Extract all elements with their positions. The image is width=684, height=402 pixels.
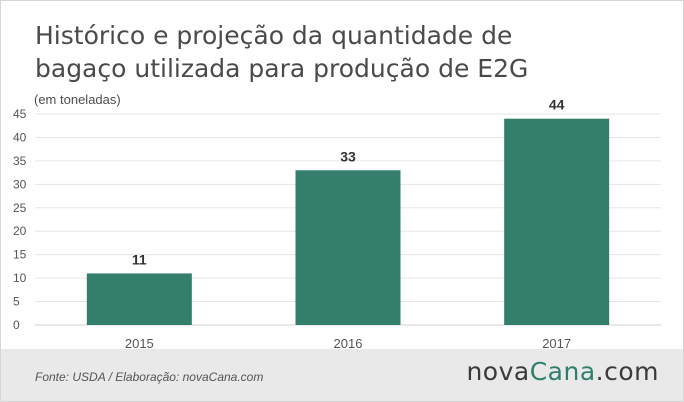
x-tick-label: 2015 xyxy=(125,336,154,349)
bar xyxy=(86,273,192,325)
y-tick-label: 10 xyxy=(13,271,27,285)
y-tick-label: 30 xyxy=(13,177,27,191)
chart-title: Histórico e projeção da quantidade de ba… xyxy=(35,19,655,85)
y-tick-label: 45 xyxy=(13,107,27,121)
y-tick-label: 5 xyxy=(13,295,20,309)
chart-subtitle: (em toneladas) xyxy=(34,92,121,107)
chart-title-line-2: bagaço utilizada para produção de E2G xyxy=(35,54,529,83)
chart-title-line-1: Histórico e projeção da quantidade de xyxy=(35,21,513,50)
y-tick-label: 0 xyxy=(13,318,20,332)
footer: Fonte: USDA / Elaboração: novaCana.com n… xyxy=(1,349,683,401)
y-tick-label: 20 xyxy=(13,224,27,238)
logo-text-cana: Cana xyxy=(529,357,596,386)
source-note: Fonte: USDA / Elaboração: novaCana.com xyxy=(35,370,264,384)
bar xyxy=(504,118,610,325)
y-tick-label: 15 xyxy=(13,248,27,262)
data-label: 44 xyxy=(549,97,565,113)
bar xyxy=(295,170,401,325)
x-tick-label: 2017 xyxy=(542,336,571,349)
y-tick-label: 40 xyxy=(13,130,27,144)
bar-chart: 0 5 10 15 20 25 30 35 40 45 11 2015 33 2016 44 2017 xyxy=(13,97,661,349)
novacana-logo: novaCana.com xyxy=(466,357,659,386)
logo-text-nova: nova xyxy=(466,357,530,386)
logo-text-com: .com xyxy=(595,357,659,386)
y-tick-label: 25 xyxy=(13,201,27,215)
y-tick-label: 35 xyxy=(13,154,27,168)
data-label: 33 xyxy=(340,148,356,164)
x-tick-label: 2016 xyxy=(334,336,363,349)
data-label: 11 xyxy=(132,251,147,267)
